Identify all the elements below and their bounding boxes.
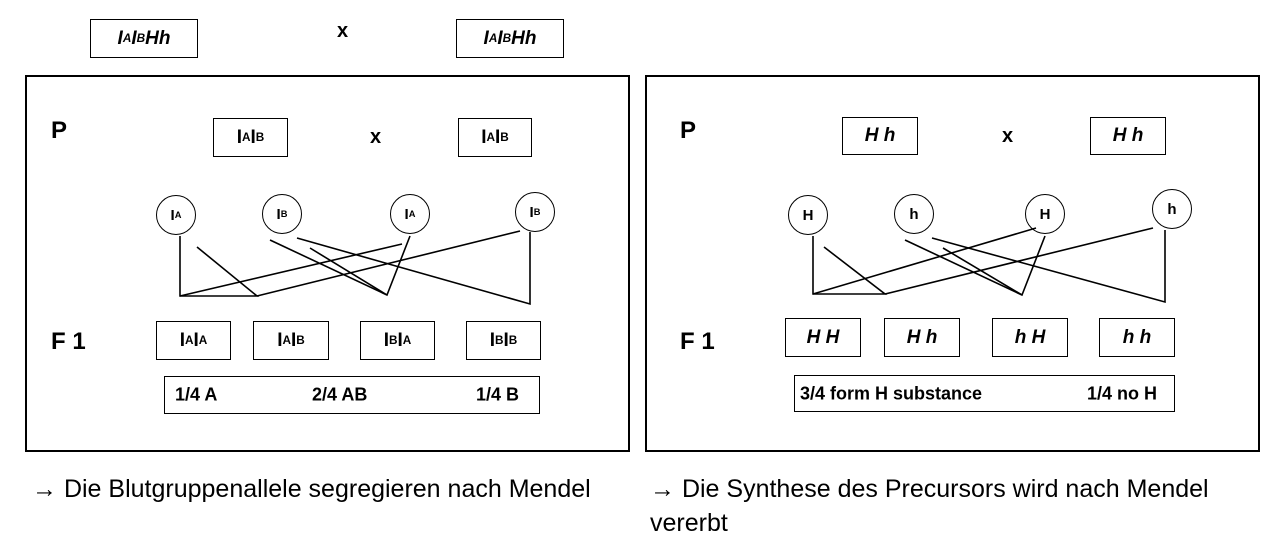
ratio-text: 1/4 B [476,384,520,405]
cross-sign: x [370,126,382,148]
inheritance-line [179,236,260,297]
left-conclusion-note: → Die Blutgruppenallele segregieren nach… [32,475,591,503]
cross-sign: x [1002,125,1014,147]
offspring-genotype: h H [992,318,1068,357]
parent-genotype: H h [1090,117,1166,155]
p-generation-label: P [680,117,697,144]
blood-group-cross-panel [25,75,630,452]
inheritance-line [812,227,1037,295]
gamete-circle: h [1152,189,1192,229]
inheritance-line [884,227,1154,295]
top-cross-sign: x [337,20,349,42]
offspring-genotype: H H [785,318,861,357]
phenotype-ratio-box: 1/4 A 2/4 AB 1/4 B [164,376,540,414]
gamete-circle: H [1025,194,1065,234]
arrow-icon: → [32,475,57,503]
inheritance-line [179,243,403,297]
f1-generation-label: F 1 [51,328,86,355]
inheritance-line [256,230,521,297]
phenotype-ratio-box: 3/4 form H substance 1/4 no H [794,375,1175,412]
ratio-text: 1/4 no H [1087,383,1158,403]
top-right-genotype: I A I B Hh [456,19,564,58]
top-left-genotype: I A I B Hh [90,19,198,58]
inheritance-line [296,232,531,306]
inheritance-line [812,236,888,295]
p-generation-label: P [51,117,68,144]
inheritance-line [269,239,388,296]
parent-genotype: H h [842,117,918,155]
gamete-circle: H [788,195,828,235]
gamete-circle: h [894,194,934,234]
inheritance-line [904,239,1023,296]
f1-generation-label: F 1 [680,328,715,355]
ratio-text: 1/4 A [175,384,218,405]
inheritance-line [931,230,1166,304]
ratio-text: 2/4 AB [312,384,368,405]
h-substance-cross-panel [645,75,1260,452]
arrow-icon: → [650,475,675,503]
offspring-genotype: h h [1099,318,1175,357]
ratio-text: 3/4 form H substance [800,383,983,403]
right-conclusion-note: → Die Synthese des Precursors wird nach … [650,475,1209,537]
offspring-genotype: H h [884,318,960,357]
